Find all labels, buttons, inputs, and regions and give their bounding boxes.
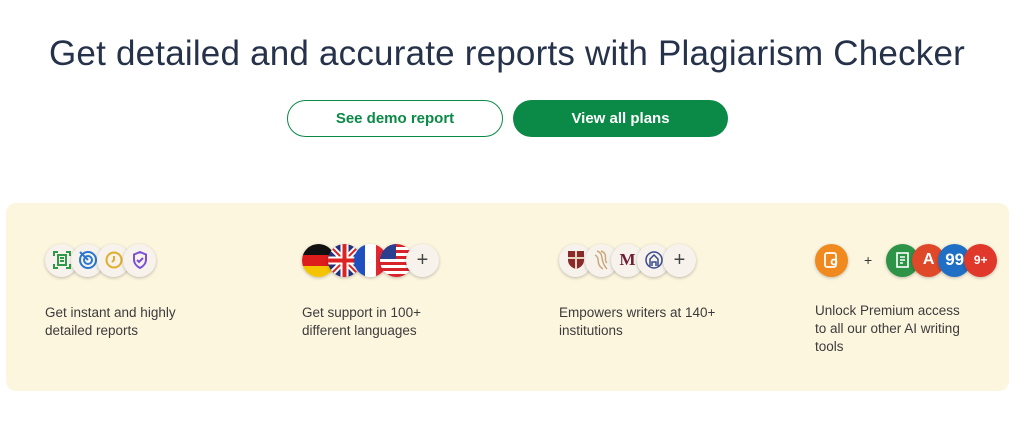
feature-institutions: M + Empowers writers at 140+ institution… bbox=[559, 243, 729, 340]
see-demo-report-button[interactable]: See demo report bbox=[287, 100, 503, 137]
feature-text: Get support in 100+ different languages bbox=[302, 305, 421, 338]
view-all-plans-button[interactable]: View all plans bbox=[513, 100, 728, 137]
feature-premium: + A 99 9+ Unlock Premium access to all o… bbox=[815, 243, 998, 356]
more-tools-badge: 9+ bbox=[964, 243, 998, 277]
feature-text: Empowers writers at 140+ institutions bbox=[559, 305, 716, 338]
plagiarism-checker-icon bbox=[815, 243, 848, 277]
feature-text: Unlock Premium access to all our other A… bbox=[815, 303, 960, 354]
us-flag-icon bbox=[380, 243, 413, 277]
shield-check-icon bbox=[123, 243, 156, 277]
feature-languages: + Get support in 100+ different language… bbox=[302, 243, 472, 340]
msu-logo-icon: M bbox=[611, 243, 644, 277]
features-card: Get instant and highly detailed reports … bbox=[6, 203, 1009, 391]
plus-separator: + bbox=[864, 252, 873, 268]
feature-text: Get instant and highly detailed reports bbox=[45, 305, 176, 338]
plus-icon: + bbox=[406, 243, 439, 277]
plus-icon: + bbox=[663, 243, 696, 277]
feature-reports: Get instant and highly detailed reports bbox=[45, 243, 215, 340]
page-title: Get detailed and accurate reports with P… bbox=[49, 34, 965, 73]
